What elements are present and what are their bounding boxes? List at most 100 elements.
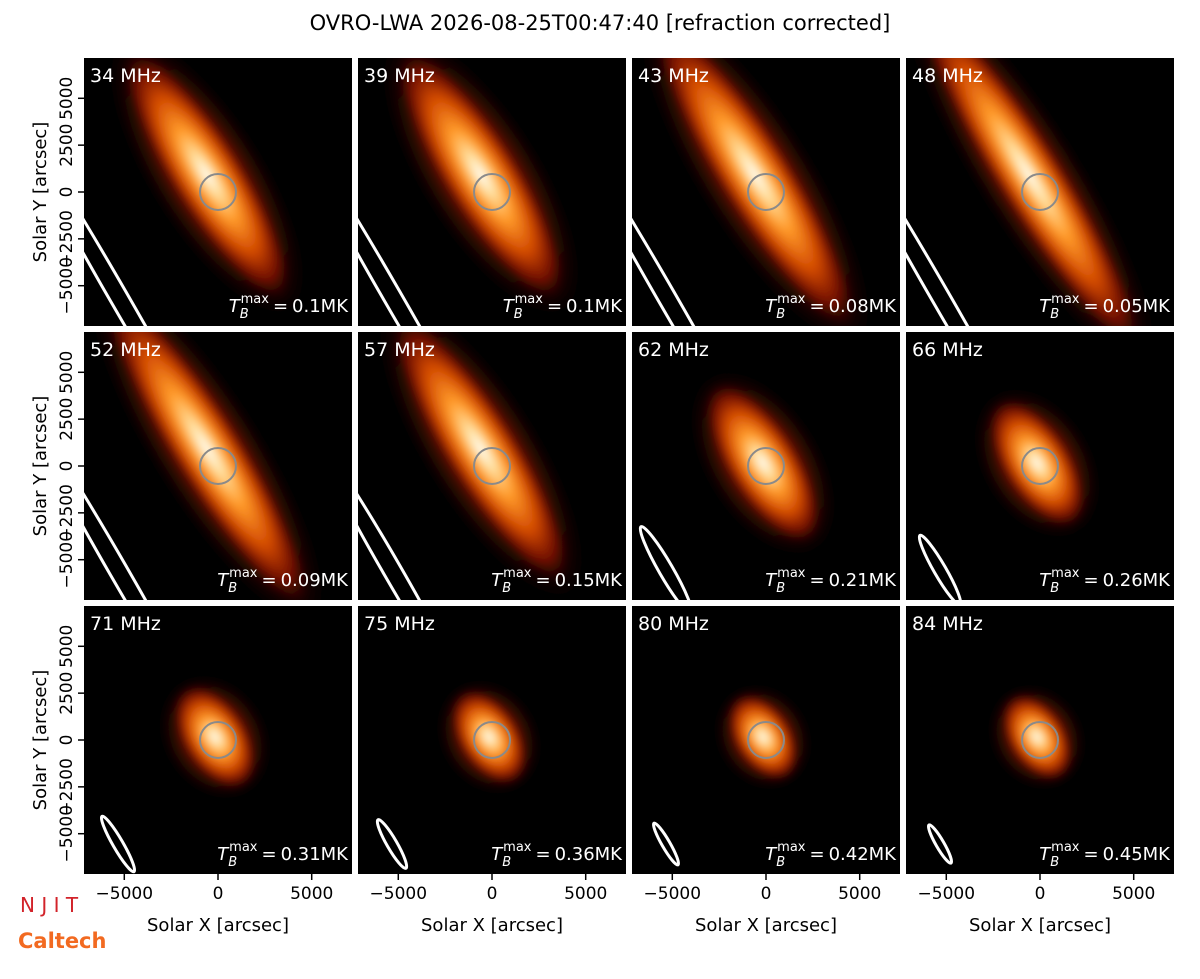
- panel-title: 75 MHz: [364, 613, 435, 635]
- solar-limb: [473, 173, 511, 211]
- panel: [358, 332, 626, 600]
- panel: [84, 606, 352, 874]
- solar-limb: [1021, 173, 1059, 211]
- logo-njit: N J I T: [20, 893, 79, 917]
- emission: [685, 365, 841, 561]
- annotation-part: T: [1039, 844, 1052, 865]
- annotation-part: B: [228, 855, 237, 870]
- panel-title: 48 MHz: [912, 65, 983, 87]
- y-tick-label: 2500: [57, 672, 77, 715]
- annotation-part: max: [515, 292, 544, 307]
- emission: [906, 58, 1165, 326]
- annotation-part: T: [217, 570, 230, 591]
- annotation-part: 0.05MK: [1103, 296, 1172, 317]
- annotation-part: 0.31MK: [281, 844, 350, 865]
- x-tick-label: 0: [1035, 884, 1046, 904]
- panel: [358, 58, 626, 326]
- annotation-part: 0.1MK: [566, 296, 623, 317]
- beam: [632, 121, 768, 326]
- y-tick-label: 5000: [57, 77, 77, 120]
- annotation-part: T: [765, 570, 778, 591]
- panel-title: 71 MHz: [90, 613, 161, 635]
- panel: [906, 58, 1174, 326]
- emission-core: [725, 691, 801, 783]
- panel: [906, 332, 1174, 600]
- x-axis-label: Solar X [arcsec]: [969, 915, 1111, 936]
- y-tick-label: −5000: [57, 805, 77, 863]
- annotation-part: T: [229, 296, 242, 317]
- annotation-part: =: [1083, 296, 1098, 317]
- annotation-part: 0.42MK: [829, 844, 898, 865]
- annotation-part: B: [776, 855, 785, 870]
- annotation-part: B: [240, 307, 249, 322]
- y-tick-label: 0: [57, 735, 77, 746]
- emission: [986, 682, 1088, 792]
- annotation: TBmax = 0.26MK: [1039, 566, 1171, 596]
- annotation-part: =: [809, 570, 824, 591]
- annotation-part: T: [1039, 570, 1052, 591]
- y-tick-label: −2500: [57, 484, 77, 542]
- panel-title: 52 MHz: [90, 339, 161, 361]
- annotation-part: max: [229, 840, 258, 855]
- panel: [84, 332, 352, 600]
- beam: [358, 438, 469, 600]
- annotation-part: 0.09MK: [281, 570, 350, 591]
- emission: [371, 332, 591, 600]
- annotation: TBmax = 0.21MK: [765, 566, 897, 596]
- x-tick-label: −5000: [370, 884, 428, 904]
- emission-core: [702, 379, 824, 547]
- annotation-part: T: [765, 296, 778, 317]
- emission: [632, 58, 879, 326]
- annotation-part: =: [535, 844, 550, 865]
- emission-core: [101, 332, 313, 600]
- annotation-part: 0.21MK: [829, 570, 898, 591]
- emission-core: [120, 58, 294, 304]
- x-tick-label: 0: [213, 884, 224, 904]
- solar-limb: [1021, 721, 1059, 759]
- panel-title: 84 MHz: [912, 613, 983, 635]
- annotation: TBmax = 0.1MK: [503, 292, 624, 322]
- y-tick-label: 2500: [57, 124, 77, 167]
- solar-limb: [747, 721, 785, 759]
- y-axis-label: Solar Y [arcsec]: [30, 122, 51, 263]
- annotation-part: 0.1MK: [292, 296, 349, 317]
- annotation-part: =: [261, 844, 276, 865]
- emission: [84, 332, 333, 600]
- annotation-part: T: [1039, 296, 1052, 317]
- figure-title: OVRO-LWA 2026-08-25T00:47:40 [refraction…: [310, 11, 891, 35]
- emission-core: [389, 332, 573, 587]
- x-tick-label: 5000: [564, 884, 607, 904]
- y-axis-label: Solar Y [arcsec]: [30, 670, 51, 811]
- annotation-part: max: [777, 292, 806, 307]
- annotation-part: max: [1051, 566, 1080, 581]
- annotation-part: =: [1083, 570, 1098, 591]
- y-tick-label: −2500: [57, 758, 77, 816]
- solar-limb: [747, 173, 785, 211]
- annotation: TBmax = 0.09MK: [217, 566, 349, 596]
- y-tick-label: 2500: [57, 398, 77, 441]
- annotation: TBmax = 0.08MK: [765, 292, 897, 322]
- panel: [906, 606, 1174, 874]
- solar-limb: [199, 721, 237, 759]
- emission-core: [170, 682, 260, 792]
- emission-core: [999, 691, 1075, 783]
- beam: [84, 412, 210, 600]
- y-tick-label: 5000: [57, 351, 77, 394]
- x-tick-label: −5000: [918, 884, 976, 904]
- panel: [84, 58, 352, 326]
- emission: [970, 383, 1104, 543]
- annotation-part: max: [503, 840, 532, 855]
- x-tick-label: 5000: [838, 884, 881, 904]
- panel-title: 39 MHz: [364, 65, 435, 87]
- annotation-part: 0.36MK: [555, 844, 624, 865]
- panel-title: 62 MHz: [638, 339, 709, 361]
- annotation-part: max: [777, 566, 806, 581]
- annotation-part: max: [229, 566, 258, 581]
- beam: [84, 121, 220, 326]
- annotation-part: B: [1050, 855, 1059, 870]
- y-tick-label: −2500: [57, 210, 77, 268]
- annotation-part: max: [503, 566, 532, 581]
- annotation-part: max: [777, 840, 806, 855]
- panel-title: 43 MHz: [638, 65, 709, 87]
- emission: [434, 676, 544, 798]
